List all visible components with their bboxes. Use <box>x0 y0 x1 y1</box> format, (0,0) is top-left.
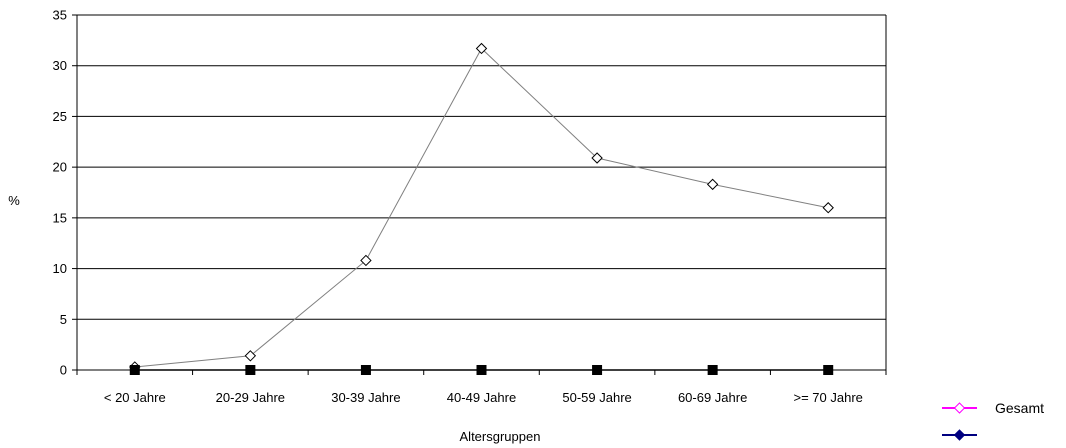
data-point-series-2 <box>707 365 718 375</box>
x-tick-label: 50-59 Jahre <box>562 390 631 405</box>
legend-marker <box>953 429 966 441</box>
x-tick-labels: < 20 Jahre 20-29 Jahre 30-39 Jahre 40-49 Ja… <box>104 390 863 405</box>
x-tick-label: < 20 Jahre <box>104 390 166 405</box>
y-tick-label: 15 <box>53 210 67 225</box>
x-tick-label: 20-29 Jahre <box>216 390 285 405</box>
data-point-gesamt <box>822 202 834 214</box>
series-markers <box>129 42 834 375</box>
x-axis-label: Altersgruppen <box>460 429 541 444</box>
data-point-gesamt <box>475 42 488 55</box>
legend-label: Gesamt <box>995 400 1044 416</box>
legend-marker <box>953 402 966 414</box>
data-point-gesamt <box>244 350 257 362</box>
gridlines <box>72 14 887 375</box>
y-tick-label: 20 <box>53 160 67 175</box>
x-tick-label: 30-39 Jahre <box>331 390 400 405</box>
y-tick-label: 0 <box>60 363 67 378</box>
y-tick-labels: 0 5 10 15 20 25 30 35 <box>53 8 67 378</box>
data-point-series-2 <box>592 365 603 375</box>
y-tick-label: 35 <box>53 8 67 23</box>
data-point-series-2 <box>129 365 140 375</box>
series-lines <box>134 47 829 371</box>
data-point-series-2 <box>360 365 371 375</box>
y-tick-label: 25 <box>53 109 67 124</box>
x-tick-label: 40-49 Jahre <box>447 390 516 405</box>
y-axis-label: % <box>8 193 20 208</box>
data-point-gesamt <box>706 178 719 191</box>
legend: Gesamt <box>942 400 1044 441</box>
x-tick-label: 60-69 Jahre <box>678 390 747 405</box>
y-tick-label: 30 <box>53 58 67 73</box>
data-point-series-2 <box>476 365 487 375</box>
data-point-gesamt <box>360 254 372 267</box>
y-tick-label: 5 <box>60 312 67 327</box>
data-point-series-2 <box>245 365 256 375</box>
x-tick-label: >= 70 Jahre <box>794 390 863 405</box>
data-point-series-2 <box>823 365 834 375</box>
data-point-gesamt <box>591 152 603 164</box>
y-tick-label: 10 <box>53 261 67 276</box>
